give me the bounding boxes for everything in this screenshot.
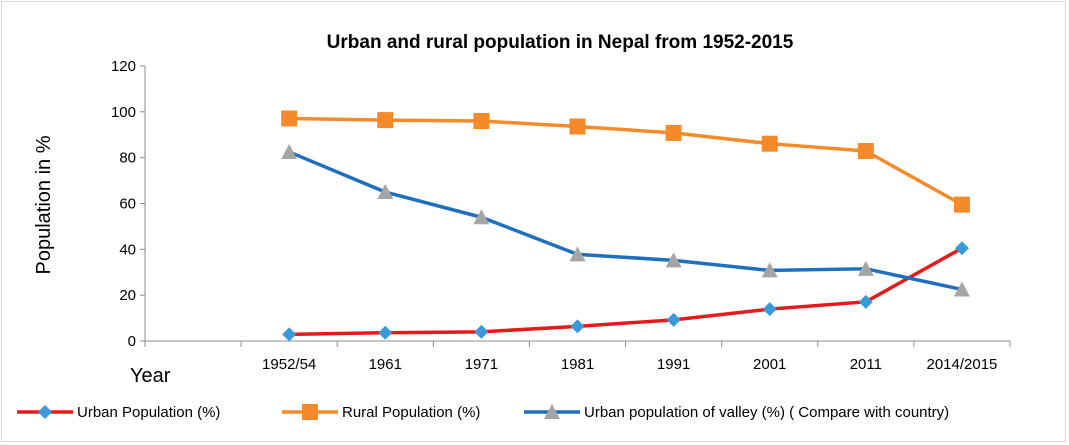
series-lines: [288, 116, 963, 337]
series-3-point: [569, 246, 586, 262]
y-tick-label: 20: [119, 287, 136, 304]
series-2-point: [761, 135, 778, 152]
series-2-point: [569, 118, 586, 135]
series-1-point: [282, 327, 297, 342]
series-1-point: [954, 241, 969, 256]
x-tick-label: 2001: [753, 356, 786, 373]
x-tick-label: 1991: [657, 356, 690, 373]
series-2-point: [953, 196, 970, 213]
series-line-3: [288, 150, 963, 292]
x-tick-label: 1971: [465, 356, 498, 373]
legend-marker-1: [38, 405, 52, 419]
series-2-point: [377, 112, 394, 129]
y-tick-label: 0: [128, 333, 136, 350]
x-tick-label: 1952/54: [262, 356, 316, 373]
legend-marker-3: [544, 404, 560, 419]
legend-label-1: Urban Population (%): [77, 404, 220, 421]
series-markers: [281, 110, 970, 342]
chart-title: Urban and rural population in Nepal from…: [327, 32, 794, 53]
x-tick-label: 2014/2015: [926, 356, 997, 373]
axes: [140, 65, 1011, 347]
legend-label-2: Rural Population (%): [342, 404, 480, 421]
series-line-1: [289, 246, 963, 337]
tick-labels: 0 20 40 60 80 100 120 1952/54 1961 1971 1981 1991 20…: [111, 58, 997, 373]
y-tick-label: 60: [119, 196, 136, 213]
series-3-point: [761, 262, 778, 278]
series-1-point: [666, 312, 681, 327]
x-tick-label: 2011: [850, 356, 882, 373]
series-3-point: [953, 281, 970, 297]
y-tick-label: 80: [119, 150, 136, 167]
series-3-point: [281, 143, 298, 159]
y-tick-label: 100: [111, 104, 136, 121]
x-tick-label: 1961: [369, 356, 402, 373]
series-3-point: [665, 252, 682, 268]
series-3-point: [473, 209, 490, 225]
series-line-2: [289, 116, 963, 207]
series-3-point: [857, 260, 874, 276]
y-tick-label: 40: [119, 241, 136, 258]
x-axis-title: Year: [130, 365, 171, 387]
y-tick-label: 120: [111, 58, 136, 75]
series-3-point: [377, 184, 394, 200]
series-1-point: [378, 325, 393, 340]
series-2-point: [857, 143, 874, 160]
series-1-point: [570, 319, 585, 334]
legend-marker-2: [302, 404, 318, 420]
x-tick-label: 1981: [561, 356, 594, 373]
series-2-point: [473, 113, 490, 129]
series-1-point: [858, 294, 873, 309]
series-1-point: [474, 324, 489, 339]
legend: Urban Population (%) Rural Population (%)…: [17, 404, 949, 421]
series-2-point: [281, 110, 298, 127]
series-1-point: [762, 302, 777, 317]
y-axis-title: Population in %: [33, 135, 55, 274]
legend-label-3: Urban population of valley (%) ( Compare…: [584, 404, 949, 421]
series-2-point: [665, 124, 682, 141]
